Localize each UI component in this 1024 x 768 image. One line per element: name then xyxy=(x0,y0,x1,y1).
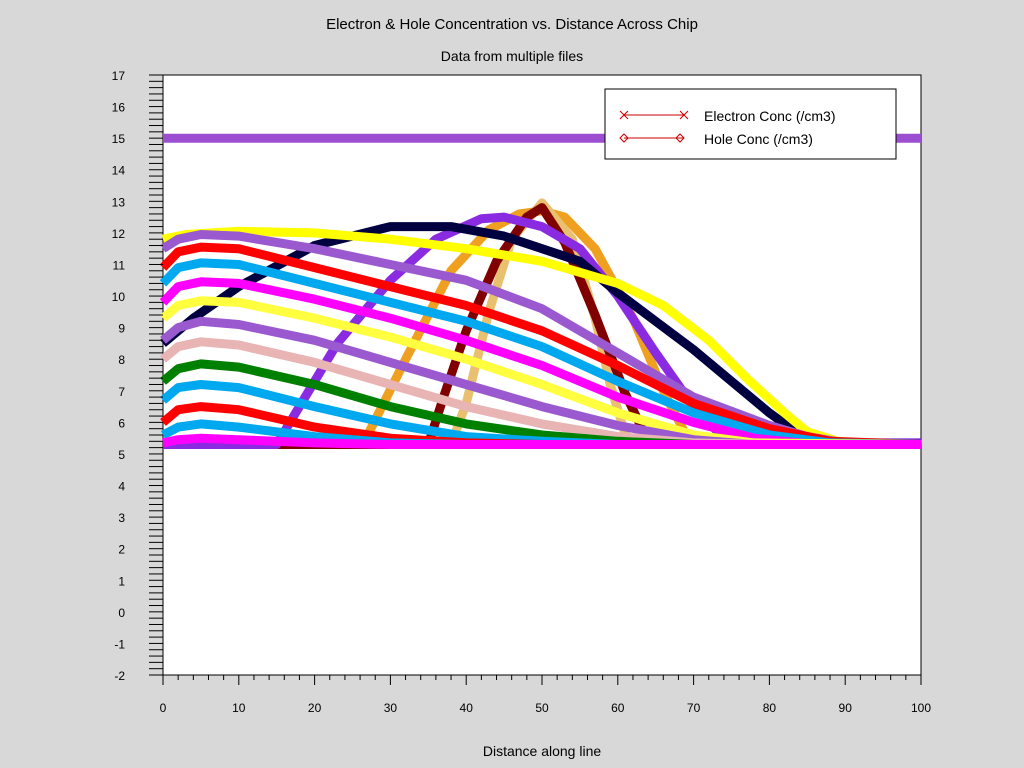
y-tick-label: 16 xyxy=(112,101,126,115)
x-tick-label: 60 xyxy=(611,701,625,715)
y-tick-label: 5 xyxy=(118,448,125,462)
y-tick-label: 10 xyxy=(112,290,126,304)
series-line-11 xyxy=(159,258,922,449)
x-tick-label: 50 xyxy=(535,701,549,715)
y-tick-label: 0 xyxy=(118,606,125,620)
y-tick-label: -2 xyxy=(114,669,125,683)
x-tick-label: 0 xyxy=(160,701,167,715)
y-tick-label: 1 xyxy=(118,574,125,588)
x-tick-label: 10 xyxy=(232,701,246,715)
x-marker-icon xyxy=(619,110,689,120)
series-line-20 xyxy=(162,433,921,449)
y-tick-label: 11 xyxy=(113,258,126,272)
y-tick-label: 6 xyxy=(118,416,125,430)
chart-title: Electron & Hole Concentration vs. Distan… xyxy=(326,16,698,33)
legend-label-hole: Hole Conc (/cm3) xyxy=(704,131,813,147)
legend-box xyxy=(604,88,897,160)
x-tick-label: 30 xyxy=(384,701,398,715)
y-tick-label: 4 xyxy=(118,480,125,494)
y-tick-label: 8 xyxy=(118,353,125,367)
y-tick-label: 3 xyxy=(118,511,125,525)
series-line-10 xyxy=(159,242,922,449)
y-tick-label: 12 xyxy=(112,227,126,241)
legend: Electron Conc (/cm3) Hole Conc (/cm3) xyxy=(604,88,897,160)
chart-subtitle: Data from multiple files xyxy=(441,48,583,64)
y-tick-label: 7 xyxy=(118,385,125,399)
x-tick-label: 100 xyxy=(911,701,931,715)
x-tick-label: 90 xyxy=(839,701,853,715)
x-tick-label: 70 xyxy=(687,701,701,715)
legend-entry-electron: Electron Conc (/cm3) xyxy=(619,108,835,124)
x-axis-label: Distance along line xyxy=(483,743,602,759)
series-line-12 xyxy=(159,277,921,449)
x-tick-label: 40 xyxy=(460,701,474,715)
legend-entry-hole: Hole Conc (/cm3) xyxy=(619,131,813,147)
y-tick-label: 2 xyxy=(118,543,125,557)
diamond-marker-icon xyxy=(619,133,685,143)
y-tick-label: 14 xyxy=(112,164,126,178)
y-tick-label: 9 xyxy=(118,322,125,336)
legend-label-electron: Electron Conc (/cm3) xyxy=(704,108,835,124)
x-tick-label: 80 xyxy=(763,701,777,715)
y-tick-label: 15 xyxy=(112,132,126,146)
y-tick-label: 13 xyxy=(112,195,126,209)
y-tick-label: -1 xyxy=(114,637,125,651)
y-tick-label: 17 xyxy=(112,69,126,83)
x-tick-label: 20 xyxy=(308,701,322,715)
